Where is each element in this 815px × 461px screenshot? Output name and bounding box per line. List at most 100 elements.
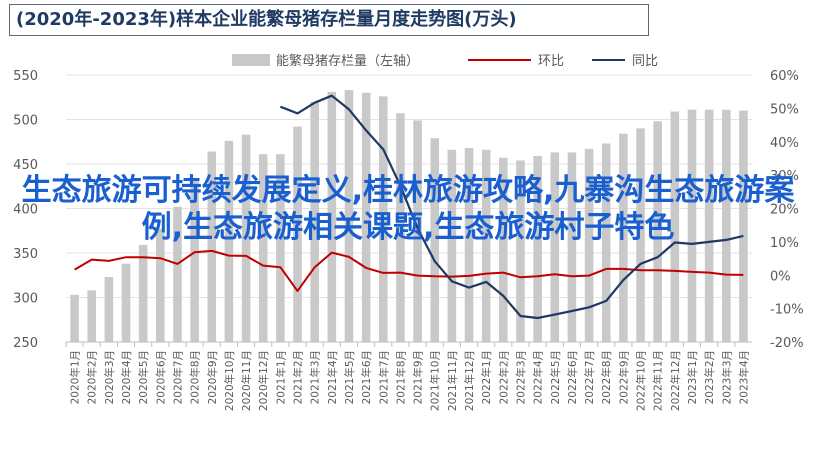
x-axis-tick-label: 2022年9月 (617, 350, 630, 404)
bar (87, 290, 97, 342)
x-axis-tick-label: 2021年5月 (343, 350, 356, 404)
x-axis-tick-label: 2023年3月 (720, 350, 733, 404)
bar (584, 148, 594, 342)
bar (173, 206, 182, 342)
bar (361, 92, 371, 342)
x-axis-tick-label: 2022年11月 (652, 350, 665, 411)
legend: 能繁母猪存栏量（左轴） 环比 同比 (232, 53, 658, 69)
bar (156, 228, 165, 342)
x-axis-tick-label: 2021年11月 (446, 350, 459, 411)
right-axis-tick-label: 20% (770, 203, 799, 218)
bar (396, 113, 405, 343)
bar (687, 109, 697, 343)
bar (413, 120, 422, 342)
bar (70, 294, 79, 342)
x-axis-tick-label: 2020年4月 (120, 350, 133, 404)
x-axis-tick-label: 2021年7月 (377, 350, 390, 404)
bar-series (70, 90, 748, 343)
x-axis-tick-label: 2021年1月 (274, 350, 287, 404)
x-axis-tick-label: 2022年3月 (514, 350, 527, 404)
line-yoy (74, 249, 744, 292)
x-axis-tick-label: 2021年10月 (429, 350, 442, 411)
right-axis-tick-label: -20% (770, 336, 804, 351)
x-axis-tick-label: 2022年8月 (600, 350, 613, 404)
x-axis-tick-label: 2022年7月 (583, 350, 596, 404)
x-axis-tick-label: 2022年12月 (669, 350, 682, 411)
bar (464, 147, 474, 342)
bar (533, 155, 542, 342)
x-axis-tick-label: 2020年1月 (69, 350, 82, 404)
right-axis-tick-label: 40% (770, 136, 799, 151)
bar (619, 133, 628, 342)
x-axis-tick-label: 2023年2月 (703, 350, 716, 404)
bar (276, 154, 285, 342)
x-axis-tick-label: 2020年3月 (103, 350, 116, 404)
bar (653, 121, 662, 342)
bar (550, 152, 560, 342)
x-axis-tick-label: 2021年4月 (326, 350, 339, 404)
left-axis-tick-label: 350 (13, 247, 38, 262)
legend-swatch-bar (232, 54, 270, 66)
bar (430, 138, 440, 342)
bar (704, 109, 714, 343)
x-axis-tick-label: 2020年7月 (171, 350, 184, 404)
bar (241, 134, 251, 342)
bar (739, 110, 748, 342)
bar (344, 90, 354, 342)
x-axis-tick-label: 2020年8月 (189, 350, 202, 404)
left-axis-tick-label: 250 (13, 336, 38, 351)
bar (378, 96, 388, 342)
x-axis-tick-label: 2022年1月 (480, 350, 493, 404)
bar (224, 140, 234, 342)
x-axis-tick-label: 2020年9月 (206, 350, 219, 404)
x-axis-tick-label: 2022年4月 (532, 350, 545, 404)
x-axis-tick-label: 2021年3月 (309, 350, 322, 404)
legend-label-mom: 同比 (632, 54, 658, 69)
bar (567, 152, 577, 342)
x-axis-tick-label: 2023年1月 (686, 350, 699, 404)
left-axis-tick-label: 450 (13, 158, 38, 173)
x-axis-tick-label: 2020年5月 (137, 350, 150, 404)
bar (310, 101, 319, 342)
right-axis-tick-label: 30% (770, 169, 799, 184)
left-axis-tick-label: 300 (13, 292, 38, 307)
x-axis-tick-label: 2021年2月 (292, 350, 305, 404)
x-axis-tick-label: 2021年9月 (412, 350, 425, 404)
bar (721, 109, 731, 343)
bar (207, 151, 217, 342)
bar (447, 149, 457, 342)
right-axis-tick-label: 10% (770, 236, 799, 251)
x-axis-tick-label: 2020年11月 (240, 350, 253, 411)
bar (293, 126, 302, 343)
chart-title: (2020年-2023年)样本企业能繁母猪存栏量月度走势图(万头) (9, 4, 649, 36)
x-axis-tick-label: 2022年10月 (635, 350, 648, 411)
bar (190, 180, 199, 342)
right-axis-tick-label: 60% (770, 69, 799, 84)
x-axis-tick-label: 2021年6月 (360, 350, 373, 404)
left-axis-tick-label: 400 (13, 203, 38, 218)
bar (601, 143, 611, 342)
right-axis-tick-label: 50% (770, 102, 799, 117)
x-axis-tick-label: 2020年2月 (86, 350, 99, 404)
bar (104, 277, 114, 342)
x-axis-tick-label: 2022年5月 (549, 350, 562, 404)
right-axis-tick-label: 0% (770, 269, 791, 284)
x-axis-tick-label: 2023年4月 (737, 350, 750, 404)
bar (327, 91, 337, 342)
bar (499, 157, 508, 342)
x-axis-tick-label: 2020年12月 (257, 350, 270, 411)
bar (138, 244, 148, 342)
line-series (74, 94, 744, 320)
line-mom (279, 94, 744, 320)
bar (636, 128, 645, 342)
axes: 250 300 350 400 450 500 550 -20% -10% 0% 10% 20% 30%… (13, 69, 803, 411)
bar (516, 160, 525, 342)
legend-label-bar: 能繁母猪存栏量（左轴） (276, 53, 419, 69)
x-axis-tick-label: 2020年6月 (154, 350, 167, 404)
x-axis-tick-label: 2020年10月 (223, 350, 236, 411)
left-axis-tick-label: 550 (13, 69, 38, 84)
x-axis-tick-label: 2022年6月 (566, 350, 579, 404)
bar (258, 154, 268, 342)
bar (481, 149, 491, 342)
